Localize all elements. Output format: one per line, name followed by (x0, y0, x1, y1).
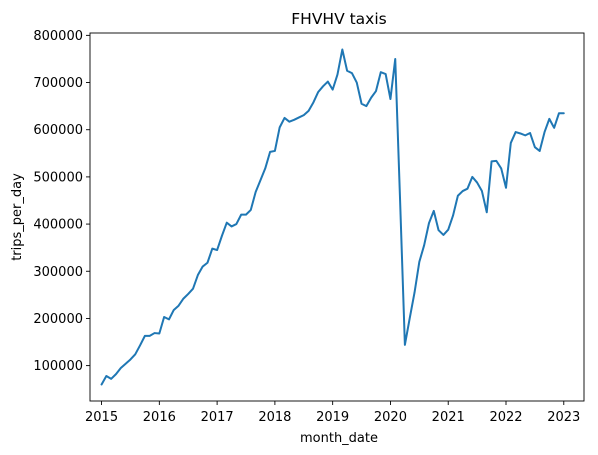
x-axis: 2015 2016 2017 2018 2019 2020 2021 2022 2023 (85, 401, 580, 425)
series-line (100, 48, 565, 386)
x-tick-label: 2017 (201, 410, 234, 425)
y-tick-label: 700000 (33, 76, 83, 91)
x-tick-label: 2020 (374, 410, 407, 425)
x-tick-label: 2023 (547, 410, 580, 425)
plot-area (89, 32, 585, 402)
x-tick-label: 2015 (85, 410, 118, 425)
plot-frame (89, 32, 585, 402)
y-tick-label: 200000 (33, 312, 83, 327)
chart-title: FHVHV taxis (291, 10, 387, 28)
x-tick-label: 2018 (258, 410, 291, 425)
x-tick-label: 2021 (432, 410, 465, 425)
x-axis-label: month_date (300, 431, 378, 446)
y-axis: 100000 200000 300000 400000 500000 600000 7000… (33, 29, 90, 374)
y-axis-label: trips_per_day (10, 173, 25, 261)
y-tick-label: 300000 (33, 265, 83, 280)
x-tick-label: 2016 (143, 410, 176, 425)
x-tick-label: 2022 (489, 410, 522, 425)
y-tick-label: 500000 (33, 170, 83, 185)
y-tick-label: 800000 (33, 29, 83, 44)
y-tick-label: 600000 (33, 123, 83, 138)
y-tick-label: 400000 (33, 218, 83, 233)
x-tick-label: 2019 (316, 410, 349, 425)
y-tick-label: 100000 (33, 359, 83, 374)
